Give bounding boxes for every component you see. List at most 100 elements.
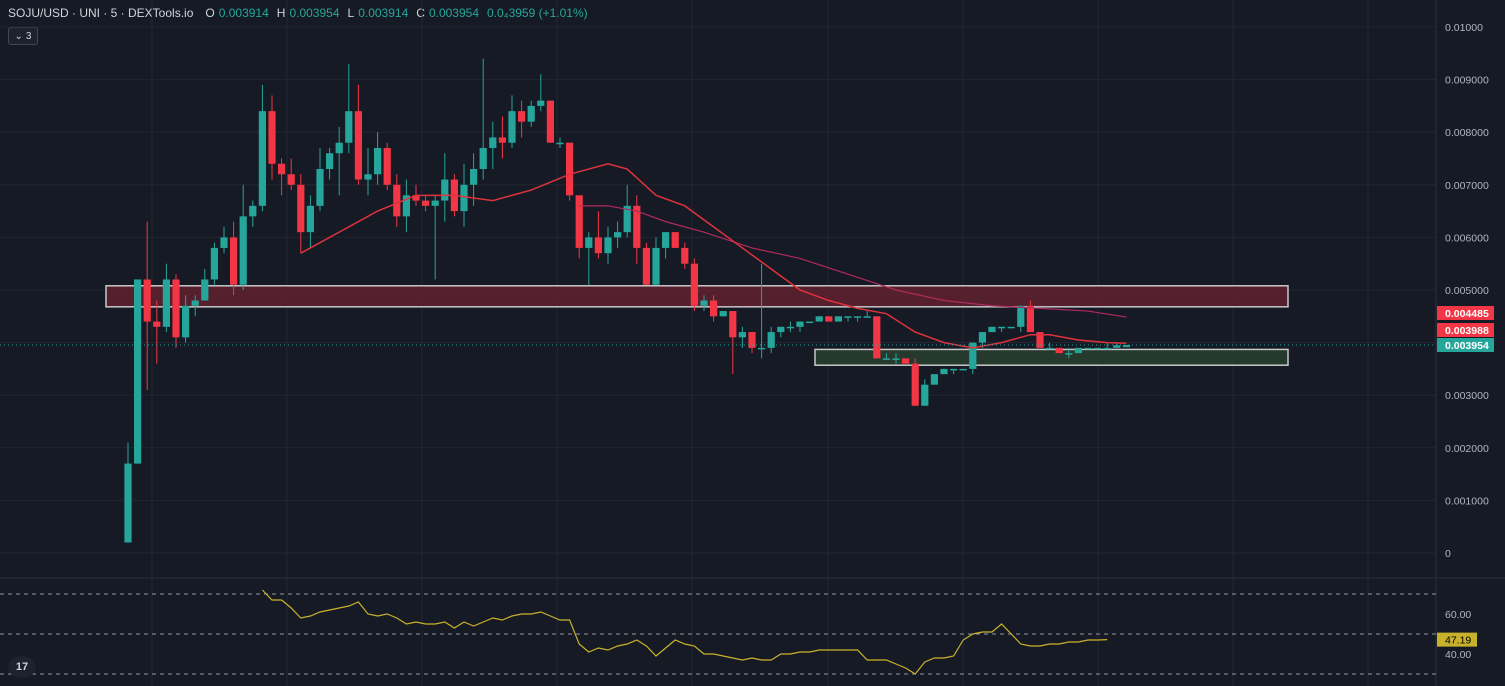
candle <box>297 174 305 254</box>
candle <box>719 311 727 317</box>
candle-body <box>1036 332 1044 348</box>
candle-body <box>143 279 151 322</box>
candle <box>950 368 958 375</box>
candle <box>1017 305 1025 333</box>
indicator-count: 3 <box>25 30 32 42</box>
candle <box>1046 342 1054 350</box>
candle <box>585 232 593 285</box>
candle-body <box>297 184 305 233</box>
candle-body <box>470 169 478 185</box>
candle-body <box>882 358 890 360</box>
price-tag-text: 0.004485 <box>1445 308 1489 320</box>
candle <box>220 226 228 254</box>
candle <box>662 232 670 259</box>
candle <box>604 226 612 264</box>
support-zone <box>814 348 1289 366</box>
candle-body <box>1103 347 1111 350</box>
candle <box>422 195 430 212</box>
candle-body <box>998 326 1006 329</box>
candle <box>268 95 276 180</box>
open-label: O <box>205 6 215 20</box>
candle-body <box>825 316 833 322</box>
rsi-last-tag: 47.19 <box>1437 632 1477 647</box>
rsi-tick-label: 40.00 <box>1445 649 1471 661</box>
candle-body <box>1026 305 1034 333</box>
candle-body <box>374 147 382 175</box>
candle-body <box>604 237 612 254</box>
candle <box>191 295 199 317</box>
candle <box>690 258 698 312</box>
candle-body <box>498 137 506 143</box>
candle <box>258 84 266 212</box>
candle <box>345 63 353 154</box>
candle <box>892 353 900 364</box>
candle <box>498 116 506 159</box>
candle-body <box>911 363 919 406</box>
candle-body <box>546 100 554 143</box>
candle <box>902 358 910 364</box>
candle <box>911 358 919 406</box>
candle-body <box>306 205 314 233</box>
candle <box>786 321 794 333</box>
candle <box>566 142 574 201</box>
candle <box>777 326 785 338</box>
candle <box>854 316 862 322</box>
price-tick-label: 0.008000 <box>1445 127 1489 139</box>
candle <box>758 263 766 359</box>
candle-body <box>124 463 132 543</box>
candle-body <box>1113 345 1121 348</box>
price-tag: 0.003954 <box>1437 338 1494 352</box>
candle <box>374 132 382 185</box>
candle-body <box>1055 347 1063 354</box>
candle-body <box>393 184 401 217</box>
candle-body <box>412 195 420 201</box>
candle-body <box>249 205 257 217</box>
candle-body <box>566 142 574 196</box>
rsi-line <box>261 589 1108 675</box>
candle-body <box>1017 305 1025 327</box>
candle-body <box>162 279 170 327</box>
candle-body <box>422 200 430 206</box>
candle <box>1065 347 1073 359</box>
chevron-down-icon: ⌄ <box>14 30 23 42</box>
candle <box>316 147 324 212</box>
candle <box>143 221 151 390</box>
close-label: C <box>416 6 425 20</box>
candle-body <box>806 321 814 324</box>
candle-body <box>892 358 900 360</box>
price-tag-bg <box>1437 323 1494 337</box>
candle-body <box>729 311 737 338</box>
candle <box>364 147 372 196</box>
candle <box>614 221 622 248</box>
indicators-collapse-button[interactable]: ⌄ 3 <box>8 27 38 45</box>
candle <box>134 279 142 464</box>
candle <box>527 100 535 127</box>
candle-body <box>316 169 324 206</box>
candle-body <box>921 384 929 406</box>
candle-body <box>1084 347 1092 350</box>
candle <box>959 368 967 371</box>
candle-body <box>268 111 276 164</box>
price-tick-label: 0 <box>1445 548 1451 560</box>
candle <box>230 221 238 296</box>
price-tick-label: 0.007000 <box>1445 180 1489 192</box>
candle-body <box>767 332 775 348</box>
candle-body <box>681 247 689 264</box>
candle <box>633 195 641 264</box>
candle-body <box>710 300 718 317</box>
candle-body <box>719 311 727 317</box>
candle-body <box>335 142 343 154</box>
candle <box>921 379 929 406</box>
candle <box>1084 347 1092 350</box>
candle-body <box>748 332 756 348</box>
price-tick-label: 0.002000 <box>1445 443 1489 455</box>
candle-body <box>172 279 180 338</box>
candle <box>287 158 295 191</box>
open-value: 0.003914 <box>218 6 269 20</box>
candle <box>594 211 602 259</box>
price-tag-text: 0.003954 <box>1445 340 1489 352</box>
candle <box>623 184 631 238</box>
candle-body <box>642 247 650 285</box>
price-tick-label: 0.006000 <box>1445 232 1489 244</box>
